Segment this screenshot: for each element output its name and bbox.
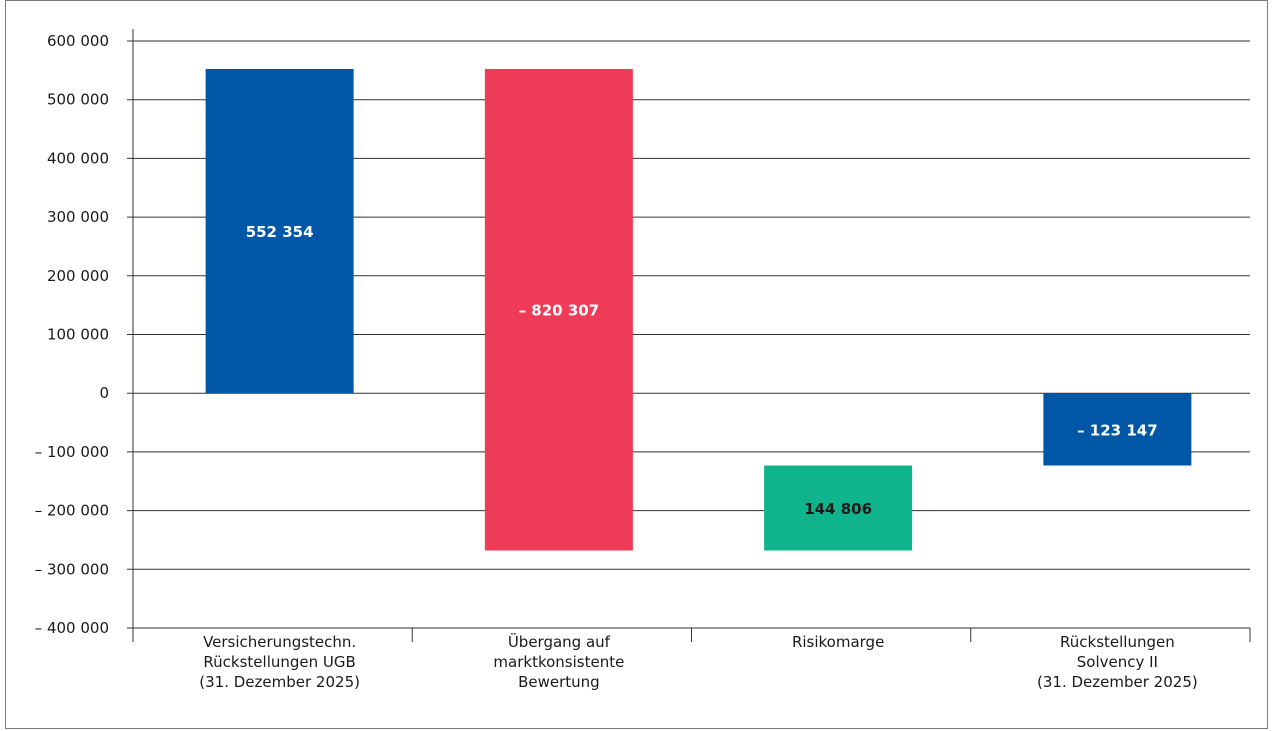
- x-axis-labels: Versicherungstechn. Rückstellungen UGB (31…: [199, 632, 1197, 691]
- y-tick-label: 0: [99, 384, 109, 402]
- x-category-label: Risikomarge: [792, 633, 884, 651]
- y-tick-label: – 100 000: [35, 443, 109, 461]
- y-tick-label: 100 000: [47, 326, 109, 344]
- x-category-label: Übergang auf: [508, 632, 611, 651]
- bar-value-label: 144 806: [804, 500, 872, 518]
- y-tick-label: 300 000: [47, 208, 109, 226]
- x-category-label: Solvency II: [1077, 653, 1158, 671]
- x-category-label: Rückstellungen UGB: [203, 653, 355, 671]
- bar: [205, 68, 354, 394]
- bar-value-label: – 820 307: [519, 302, 600, 320]
- y-tick-label: 600 000: [47, 32, 109, 50]
- bar: [1043, 393, 1192, 466]
- y-tick-label: – 300 000: [35, 560, 109, 578]
- y-axis-ticks: 600 000 500 000 400 000 300 000 200 000 100 0…: [35, 32, 109, 637]
- x-category-label: Bewertung: [518, 673, 600, 691]
- axes: [127, 29, 1251, 642]
- bar-value-label: 552 354: [246, 223, 314, 241]
- y-tick-label: 200 000: [47, 267, 109, 285]
- x-category-label: Rückstellungen: [1060, 633, 1175, 651]
- y-tick-label: – 400 000: [35, 619, 109, 637]
- bar-value-label: – 123 147: [1077, 421, 1158, 439]
- x-category-label: Versicherungstechn.: [203, 633, 356, 651]
- y-tick-label: 500 000: [47, 91, 109, 109]
- x-category-label: marktkonsistente: [493, 653, 624, 671]
- x-category-label: (31. Dezember 2025): [199, 673, 360, 691]
- bars: [205, 68, 1192, 551]
- bar: [484, 68, 633, 551]
- data-labels: 552 354 – 820 307 144 806 – 123 147: [246, 223, 1158, 518]
- y-tick-label: – 200 000: [35, 502, 109, 520]
- x-category-label: (31. Dezember 2025): [1037, 673, 1198, 691]
- y-tick-label: 400 000: [47, 149, 109, 167]
- bar: [764, 465, 913, 551]
